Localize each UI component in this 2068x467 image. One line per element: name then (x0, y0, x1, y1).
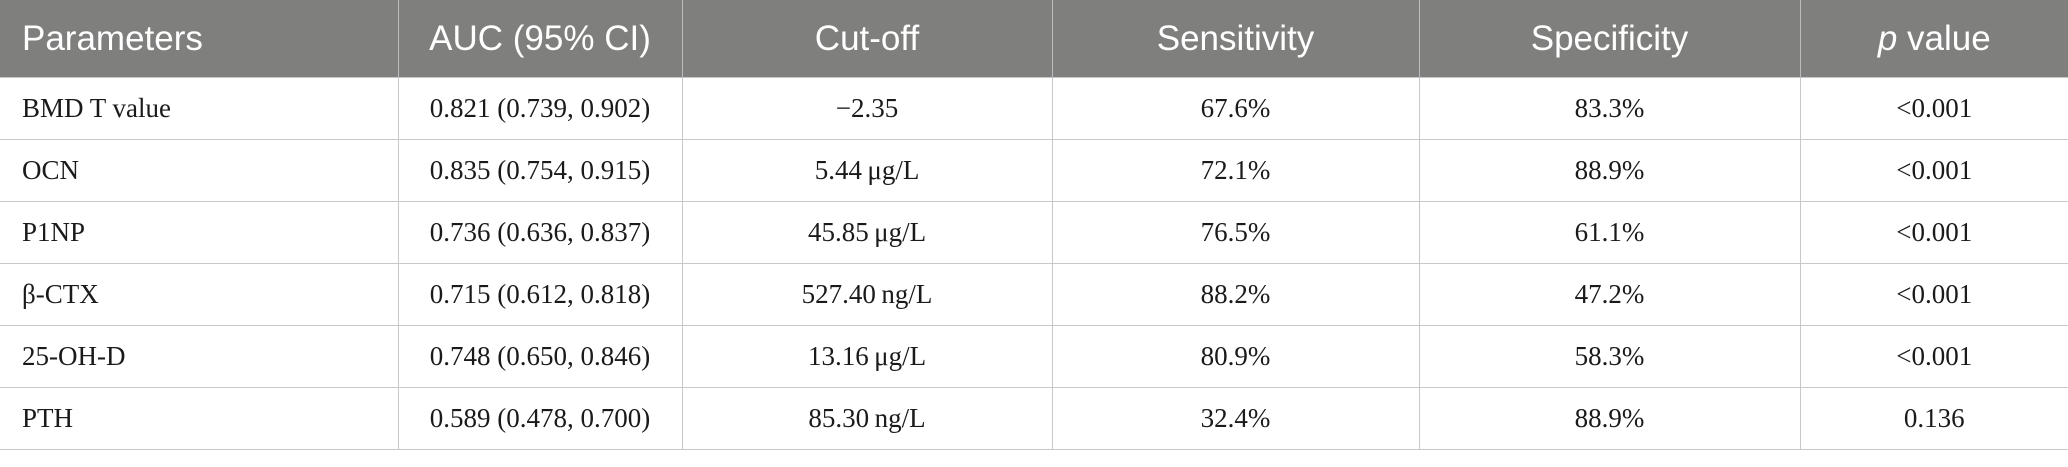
cell-specificity: 47.2% (1418, 263, 1801, 326)
header-specificity: Specificity (1418, 0, 1801, 78)
cell-sensitivity: 67.6% (1051, 77, 1420, 140)
cell-parameter: P1NP (0, 201, 399, 264)
cell-auc: 0.835 (0.754, 0.915) (397, 139, 683, 202)
cell-auc: 0.715 (0.612, 0.818) (397, 263, 683, 326)
cell-cutoff: 45.85 μg/L (681, 201, 1053, 264)
cell-p-value: <0.001 (1799, 325, 2068, 388)
cell-cutoff: 527.40 ng/L (681, 263, 1053, 326)
table-row: OCN 0.835 (0.754, 0.915) 5.44 μg/L 72.1% 88.… (0, 139, 2068, 202)
header-p-value: p value (1799, 0, 2068, 78)
cell-p-value: 0.136 (1799, 387, 2068, 450)
header-p-rest: value (1897, 18, 1991, 58)
header-sensitivity: Sensitivity (1051, 0, 1420, 78)
cell-parameter: OCN (0, 139, 399, 202)
header-cutoff: Cut-off (681, 0, 1053, 78)
cell-auc: 0.736 (0.636, 0.837) (397, 201, 683, 264)
table-row: β-CTX 0.715 (0.612, 0.818) 527.40 ng/L 88.2… (0, 263, 2068, 326)
cell-parameter: 25-OH-D (0, 325, 399, 388)
table-body: BMD T value 0.821 (0.739, 0.902) −2.35 67.6… (0, 77, 2068, 450)
cell-parameter: PTH (0, 387, 399, 450)
cell-sensitivity: 88.2% (1051, 263, 1420, 326)
header-row: Parameters AUC (95% CI) Cut-off Sensitiv… (0, 0, 2068, 78)
table-row: 25-OH-D 0.748 (0.650, 0.846) 13.16 μg/L 80.… (0, 325, 2068, 388)
table-row: BMD T value 0.821 (0.739, 0.902) −2.35 67.6… (0, 77, 2068, 140)
roc-results-table: Parameters AUC (95% CI) Cut-off Sensitiv… (0, 0, 2068, 450)
cell-cutoff: 5.44 μg/L (681, 139, 1053, 202)
cell-auc: 0.821 (0.739, 0.902) (397, 77, 683, 140)
cell-sensitivity: 80.9% (1051, 325, 1420, 388)
cell-p-value: <0.001 (1799, 201, 2068, 264)
cell-auc: 0.589 (0.478, 0.700) (397, 387, 683, 450)
cell-auc: 0.748 (0.650, 0.846) (397, 325, 683, 388)
results-table-container: Parameters AUC (95% CI) Cut-off Sensitiv… (0, 0, 2068, 450)
cell-sensitivity: 32.4% (1051, 387, 1420, 450)
cell-sensitivity: 72.1% (1051, 139, 1420, 202)
cell-specificity: 88.9% (1418, 387, 1801, 450)
cell-cutoff: −2.35 (681, 77, 1053, 140)
table-row: P1NP 0.736 (0.636, 0.837) 45.85 μg/L 76.5% 6… (0, 201, 2068, 264)
header-p-italic: p (1877, 18, 1898, 58)
cell-cutoff: 85.30 ng/L (681, 387, 1053, 450)
cell-specificity: 58.3% (1418, 325, 1801, 388)
header-auc: AUC (95% CI) (397, 0, 683, 78)
cell-sensitivity: 76.5% (1051, 201, 1420, 264)
cell-p-value: <0.001 (1799, 77, 2068, 140)
cell-parameter: BMD T value (0, 77, 399, 140)
cell-specificity: 61.1% (1418, 201, 1801, 264)
cell-parameter: β-CTX (0, 263, 399, 326)
table-row: PTH 0.589 (0.478, 0.700) 85.30 ng/L 32.4% 88… (0, 387, 2068, 450)
cell-specificity: 83.3% (1418, 77, 1801, 140)
cell-p-value: <0.001 (1799, 139, 2068, 202)
header-parameters: Parameters (0, 0, 399, 78)
cell-p-value: <0.001 (1799, 263, 2068, 326)
cell-specificity: 88.9% (1418, 139, 1801, 202)
table-header: Parameters AUC (95% CI) Cut-off Sensitiv… (0, 0, 2068, 78)
cell-cutoff: 13.16 μg/L (681, 325, 1053, 388)
